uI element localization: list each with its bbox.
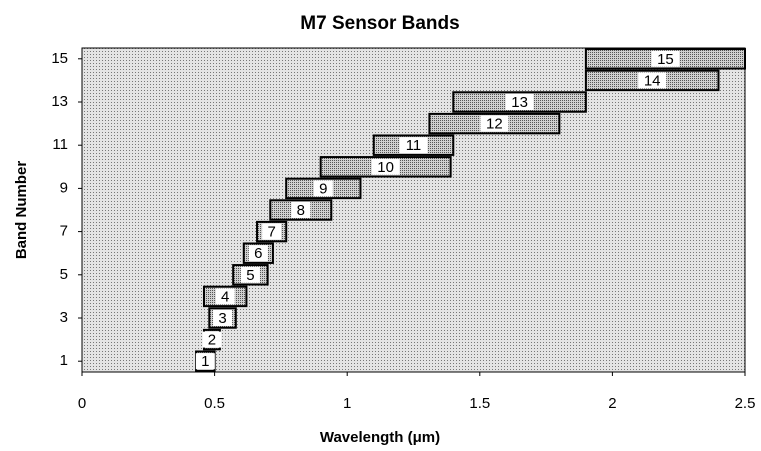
band-label-bg — [651, 50, 680, 67]
x-tick-label: 1 — [343, 395, 351, 412]
band-label-bg — [240, 266, 260, 283]
y-tick-label: 3 — [60, 309, 68, 326]
band-label-bg — [313, 180, 333, 197]
band-label: 9 — [319, 180, 327, 197]
band-label: 4 — [221, 288, 229, 305]
band-label-bg — [215, 288, 235, 305]
x-axis-label: Wavelength (μm) — [320, 429, 440, 446]
band-label: 5 — [246, 267, 254, 284]
band-label-bg — [480, 115, 509, 132]
y-tick-label: 7 — [60, 223, 68, 240]
band-label: 13 — [511, 94, 528, 111]
band-label: 10 — [377, 159, 394, 176]
band-label: 2 — [208, 332, 216, 349]
y-tick-label: 15 — [51, 50, 68, 67]
x-tick-label: 2 — [608, 395, 616, 412]
band-label-bg — [195, 353, 215, 370]
band-label-bg — [505, 94, 534, 110]
band-label: 3 — [218, 310, 226, 327]
band-label-bg — [638, 72, 667, 89]
band-label: 15 — [657, 51, 674, 68]
y-axis-label: Band Number — [13, 161, 30, 260]
x-tick-label: 0.5 — [204, 395, 225, 412]
chart-title: M7 Sensor Bands — [300, 13, 459, 34]
band-label: 8 — [297, 202, 305, 219]
band-label: 11 — [406, 137, 422, 154]
x-tick-label: 1.5 — [469, 395, 490, 412]
y-tick-label: 5 — [60, 266, 68, 283]
band-label-bg — [291, 202, 311, 218]
plot-area — [81, 47, 746, 373]
y-tick-label: 9 — [60, 179, 68, 196]
band-label-bg — [371, 158, 400, 175]
band-label-bg — [202, 331, 222, 348]
y-tick-label: 11 — [52, 136, 68, 153]
x-tick-label: 2.5 — [735, 395, 756, 412]
band-label: 14 — [644, 72, 661, 89]
band-label-bg — [399, 137, 428, 154]
band-label-bg — [262, 223, 282, 240]
band-label: 6 — [254, 245, 262, 262]
band-label-bg — [213, 310, 233, 326]
band-label: 1 — [201, 353, 209, 370]
band-label-bg — [248, 245, 268, 262]
y-tick-label: 1 — [60, 352, 68, 369]
band-label: 12 — [486, 116, 503, 133]
band-label: 7 — [267, 224, 275, 241]
x-tick-label: 0 — [78, 395, 86, 412]
y-tick-label: 13 — [51, 93, 68, 110]
